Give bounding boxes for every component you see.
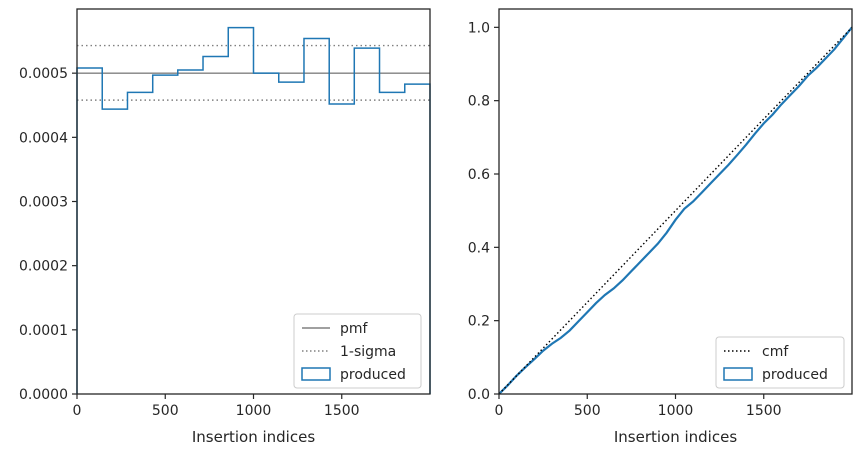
- y-tick-label: 0.2: [468, 314, 490, 330]
- legend: pmf 1-sigma produced: [293, 313, 422, 389]
- y-tick-label: 0.0: [468, 387, 490, 403]
- y-tick-label: 0.0001: [19, 323, 68, 339]
- plot-frame: [498, 8, 853, 395]
- y-tick-label: 0.0002: [19, 259, 68, 275]
- plot-frame: [76, 8, 431, 395]
- produced-cumulative-line: [498, 26, 853, 395]
- legend-box: [715, 336, 845, 389]
- x-tick-label: 1000: [236, 403, 272, 419]
- produced-histogram: [76, 26, 431, 394]
- x-axis-label: Insertion indices: [192, 428, 315, 446]
- x-tick-label: 0: [495, 403, 504, 419]
- x-tick-label: 1500: [746, 403, 782, 419]
- legend: cmf produced: [715, 336, 845, 389]
- legend-label-produced: produced: [340, 367, 406, 383]
- x-tick-label: 500: [152, 403, 179, 419]
- y-tick-label: 0.8: [468, 94, 490, 110]
- y-tick-label: 0.4: [468, 240, 490, 256]
- legend-label-produced: produced: [762, 367, 828, 383]
- x-axis-label: Insertion indices: [614, 428, 737, 446]
- legend-swatch-produced: [301, 367, 331, 381]
- left-chart-pmf: 0 500 1000 1500 0.0000 0.0001 0.0002 0.0003 0.00…: [19, 8, 431, 446]
- right-chart-cmf: 0 500 1000 1500 0.0 0.2 0.4 0.6 0.8 1.0 Insertion …: [468, 8, 853, 446]
- y-tick-label: 0.6: [468, 167, 490, 183]
- legend-label-pmf: pmf: [340, 321, 369, 337]
- x-tick-label: 1000: [658, 403, 694, 419]
- x-tick-label: 0: [73, 403, 82, 419]
- legend-label-cmf: cmf: [762, 344, 789, 360]
- y-tick-label: 0.0005: [19, 66, 68, 82]
- legend-box: [293, 313, 422, 389]
- y-tick-label: 0.0003: [19, 195, 68, 211]
- x-tick-label: 500: [574, 403, 601, 419]
- cmf-line: [498, 26, 853, 395]
- x-tick-label: 1500: [324, 403, 360, 419]
- y-tick-label: 1.0: [468, 20, 490, 36]
- y-tick-label: 0.0000: [19, 387, 68, 403]
- legend-label-1-sigma: 1-sigma: [340, 344, 396, 360]
- y-tick-label: 0.0004: [19, 130, 68, 146]
- legend-swatch-produced: [723, 367, 753, 381]
